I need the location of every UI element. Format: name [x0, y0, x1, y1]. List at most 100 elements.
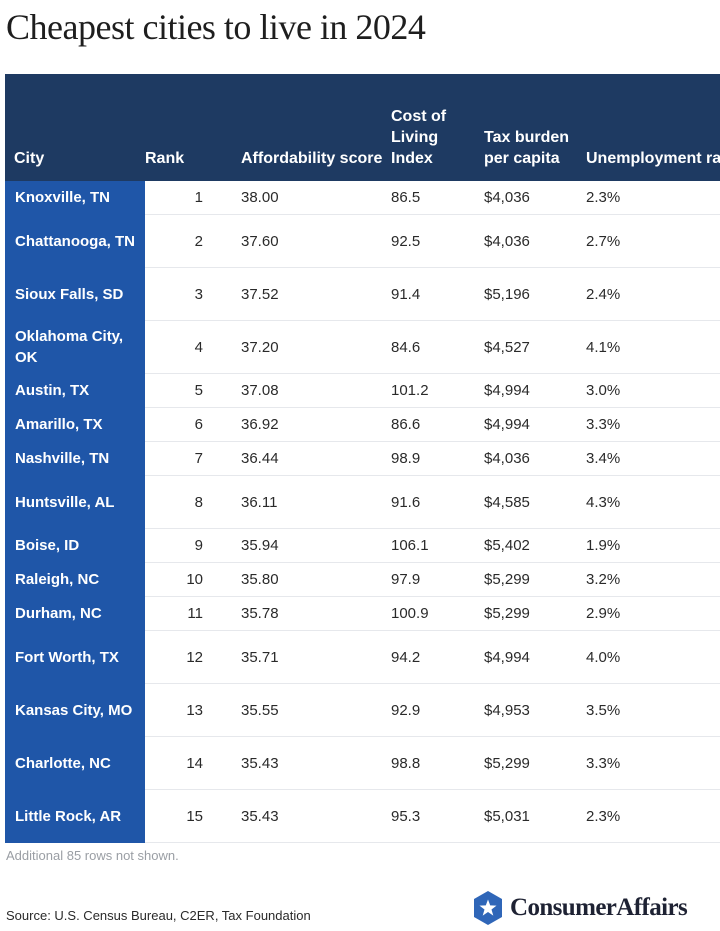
table-row: Nashville, TN 7 36.44 98.9 $4,036 3.4% — [5, 441, 720, 476]
table-header: City Rank Affordability score Cost of Li… — [5, 74, 720, 181]
cell-cost-of-living-index: 95.3 — [391, 789, 484, 843]
source-note: Source: U.S. Census Bureau, C2ER, Tax Fo… — [6, 908, 311, 923]
cell-city: Fort Worth, TX — [5, 630, 145, 684]
cell-tax-burden: $4,585 — [484, 475, 586, 529]
cell-city: Nashville, TN — [5, 441, 145, 476]
cell-city: Kansas City, MO — [5, 683, 145, 737]
cell-cost-of-living-index: 97.9 — [391, 562, 484, 597]
cell-cost-of-living-index: 91.6 — [391, 475, 484, 529]
cell-affordability-score: 37.60 — [241, 214, 391, 268]
table-row: Charlotte, NC 14 35.43 98.8 $5,299 3.3% — [5, 736, 720, 790]
cell-affordability-score: 37.08 — [241, 373, 391, 408]
cell-affordability-score: 35.55 — [241, 683, 391, 737]
cell-tax-burden: $5,299 — [484, 562, 586, 597]
cell-tax-burden: $5,299 — [484, 596, 586, 631]
cell-affordability-score: 35.71 — [241, 630, 391, 684]
table-row: Huntsville, AL 8 36.11 91.6 $4,585 4.3% — [5, 475, 720, 529]
cell-unemployment-rate: 3.4% — [586, 441, 720, 476]
cell-rank: 7 — [145, 441, 241, 476]
cell-cost-of-living-index: 86.5 — [391, 181, 484, 215]
cell-city: Knoxville, TN — [5, 181, 145, 215]
cell-tax-burden: $4,036 — [484, 441, 586, 476]
cell-unemployment-rate: 3.3% — [586, 736, 720, 790]
cell-unemployment-rate: 3.2% — [586, 562, 720, 597]
cell-affordability-score: 35.94 — [241, 528, 391, 563]
cell-cost-of-living-index: 98.8 — [391, 736, 484, 790]
table-row: Oklahoma City, OK 4 37.20 84.6 $4,527 4.1% — [5, 320, 720, 374]
header-rank: Rank — [145, 74, 241, 181]
table-row: Fort Worth, TX 12 35.71 94.2 $4,994 4.0% — [5, 630, 720, 684]
cell-tax-burden: $4,994 — [484, 630, 586, 684]
cell-unemployment-rate: 2.3% — [586, 789, 720, 843]
cell-cost-of-living-index: 106.1 — [391, 528, 484, 563]
cell-rank: 11 — [145, 596, 241, 631]
cell-city: Oklahoma City, OK — [5, 320, 145, 374]
cell-city: Boise, ID — [5, 528, 145, 563]
cell-rank: 9 — [145, 528, 241, 563]
cell-cost-of-living-index: 92.5 — [391, 214, 484, 268]
cell-tax-burden: $5,299 — [484, 736, 586, 790]
cell-cost-of-living-index: 101.2 — [391, 373, 484, 408]
cell-city: Austin, TX — [5, 373, 145, 408]
table-row: Raleigh, NC 10 35.80 97.9 $5,299 3.2% — [5, 562, 720, 597]
header-affordability-score: Affordability score — [241, 74, 391, 181]
cell-rank: 8 — [145, 475, 241, 529]
table-row: Sioux Falls, SD 3 37.52 91.4 $5,196 2.4% — [5, 267, 720, 321]
cell-cost-of-living-index: 86.6 — [391, 407, 484, 442]
cell-tax-burden: $4,036 — [484, 214, 586, 268]
table-row: Durham, NC 11 35.78 100.9 $5,299 2.9% — [5, 596, 720, 631]
cell-city: Durham, NC — [5, 596, 145, 631]
table-row: Kansas City, MO 13 35.55 92.9 $4,953 3.5% — [5, 683, 720, 737]
cell-affordability-score: 37.20 — [241, 320, 391, 374]
data-table-container: City Rank Affordability score Cost of Li… — [5, 74, 720, 843]
cell-rank: 12 — [145, 630, 241, 684]
brand-logo: ConsumerAffairs — [472, 890, 688, 926]
cell-tax-burden: $5,402 — [484, 528, 586, 563]
cell-rank: 10 — [145, 562, 241, 597]
cell-cost-of-living-index: 92.9 — [391, 683, 484, 737]
cell-unemployment-rate: 4.1% — [586, 320, 720, 374]
cell-rank: 3 — [145, 267, 241, 321]
cities-table: City Rank Affordability score Cost of Li… — [5, 74, 720, 843]
cell-tax-burden: $5,031 — [484, 789, 586, 843]
header-city: City — [5, 74, 145, 181]
cell-tax-burden: $4,036 — [484, 181, 586, 215]
cell-affordability-score: 36.44 — [241, 441, 391, 476]
cell-city: Little Rock, AR — [5, 789, 145, 843]
cell-rank: 13 — [145, 683, 241, 737]
cell-unemployment-rate: 3.0% — [586, 373, 720, 408]
footnote: Additional 85 rows not shown. — [6, 848, 179, 863]
cell-rank: 1 — [145, 181, 241, 215]
table-row: Little Rock, AR 15 35.43 95.3 $5,031 2.3% — [5, 789, 720, 843]
cell-cost-of-living-index: 94.2 — [391, 630, 484, 684]
cell-city: Amarillo, TX — [5, 407, 145, 442]
cell-cost-of-living-index: 98.9 — [391, 441, 484, 476]
cell-city: Chattanooga, TN — [5, 214, 145, 268]
cell-rank: 5 — [145, 373, 241, 408]
cell-unemployment-rate: 2.4% — [586, 267, 720, 321]
cell-tax-burden: $4,527 — [484, 320, 586, 374]
cell-rank: 14 — [145, 736, 241, 790]
cell-affordability-score: 36.11 — [241, 475, 391, 529]
cell-unemployment-rate: 3.5% — [586, 683, 720, 737]
cell-rank: 2 — [145, 214, 241, 268]
table-row: Knoxville, TN 1 38.00 86.5 $4,036 2.3% — [5, 181, 720, 215]
cell-city: Raleigh, NC — [5, 562, 145, 597]
cell-rank: 15 — [145, 789, 241, 843]
cell-tax-burden: $4,994 — [484, 407, 586, 442]
cell-affordability-score: 35.43 — [241, 789, 391, 843]
brand-name: ConsumerAffairs — [510, 894, 688, 921]
table-row: Chattanooga, TN 2 37.60 92.5 $4,036 2.7% — [5, 214, 720, 268]
cell-city: Huntsville, AL — [5, 475, 145, 529]
cell-cost-of-living-index: 91.4 — [391, 267, 484, 321]
header-cost-of-living-index: Cost of Living Index — [391, 74, 484, 181]
cell-affordability-score: 35.43 — [241, 736, 391, 790]
cell-affordability-score: 37.52 — [241, 267, 391, 321]
table-body: Knoxville, TN 1 38.00 86.5 $4,036 2.3% Chattan… — [5, 181, 720, 843]
header-unemployment-rate: Unemployment rate — [586, 74, 720, 181]
cell-tax-burden: $5,196 — [484, 267, 586, 321]
header-tax-burden: Tax burden per capita — [484, 74, 586, 181]
cell-city: Sioux Falls, SD — [5, 267, 145, 321]
cell-unemployment-rate: 2.9% — [586, 596, 720, 631]
cell-affordability-score: 35.80 — [241, 562, 391, 597]
